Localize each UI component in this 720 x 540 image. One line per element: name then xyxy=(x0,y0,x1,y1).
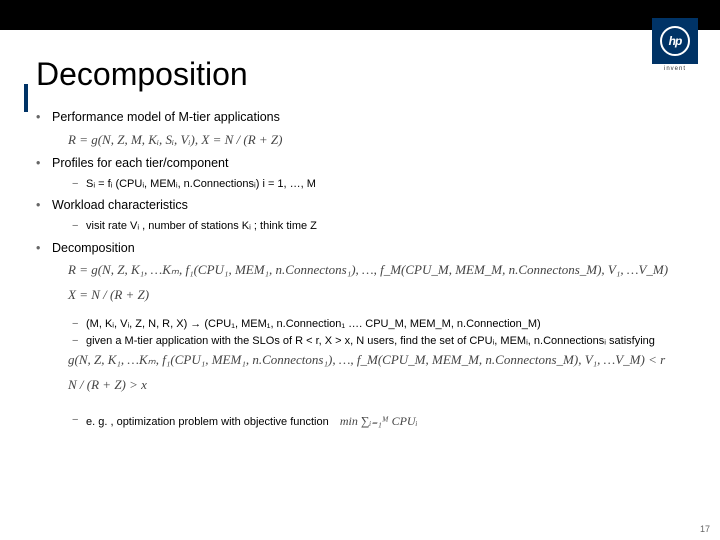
hp-logo: hp xyxy=(652,18,698,64)
subbullet-slo: given a M-tier application with the SLOs… xyxy=(72,335,700,349)
bullet-profiles: Profiles for each tier/component xyxy=(36,156,700,172)
title-accent xyxy=(24,84,28,112)
slide-title: Decomposition xyxy=(36,56,248,93)
subbullet-optimization: e. g. , optimization problem with object… xyxy=(72,414,700,430)
hp-logo-text: hp xyxy=(660,26,690,56)
bullet-performance-model: Performance model of M-tier applications xyxy=(36,110,700,126)
hp-tagline: invent xyxy=(652,66,698,72)
bullet-decomposition: Decomposition xyxy=(36,241,700,257)
formula-constraint-r: g(N, Z, K₁, …Kₘ, f₁(CPU₁, MEM₁, n.Connec… xyxy=(68,352,700,368)
opt-text: e. g. , optimization problem with object… xyxy=(86,416,329,428)
bullet-text: Workload characteristics xyxy=(52,198,188,212)
formula-performance: R = g(N, Z, M, Kᵢ, Sᵢ, Vᵢ), X = N / (R +… xyxy=(68,132,700,148)
subbullet-profiles: Sᵢ = fᵢ (CPUᵢ, MEMᵢ, n.Connectionsᵢ) i =… xyxy=(72,178,700,192)
bullet-text: Decomposition xyxy=(52,241,135,255)
subbullet-workload: visit rate Vᵢ , number of stations Kᵢ ; … xyxy=(72,220,700,234)
formula-decomp-r: R = g(N, Z, K₁, …Kₘ, f₁(CPU₁, MEM₁, n.Co… xyxy=(68,262,700,278)
formula-constraint-x: N / (R + Z) > x xyxy=(68,377,700,393)
formula-objective: min ∑ᵢ₌₁ᴹ CPUᵢ xyxy=(340,414,418,428)
top-bar xyxy=(0,0,720,30)
page-number: 17 xyxy=(700,524,710,534)
formula-decomp-x: X = N / (R + Z) xyxy=(68,287,700,303)
subbullet-mapping: (M, Kᵢ, Vᵢ, Z, N, R, X) → (CPU₁, MEM₁, n… xyxy=(72,318,700,332)
bullet-text: Profiles for each tier/component xyxy=(52,156,228,170)
bullet-workload: Workload characteristics xyxy=(36,198,700,214)
bullet-text: Performance model of M-tier applications xyxy=(52,110,280,124)
slide-content: Performance model of M-tier applications… xyxy=(36,110,700,522)
